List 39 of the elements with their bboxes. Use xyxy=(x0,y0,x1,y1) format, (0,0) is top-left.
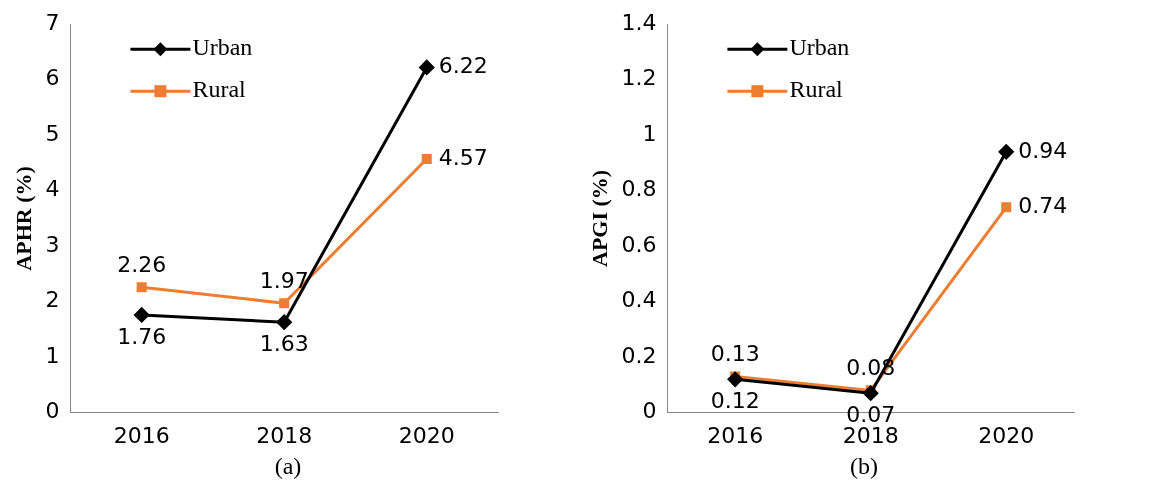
y-tick-label: 0.2 xyxy=(621,342,657,368)
y-tick-label: 5 xyxy=(45,120,60,146)
data-label: 1.97 xyxy=(259,268,309,294)
y-tick-label: 0 xyxy=(642,398,657,424)
x-tick-label: 2016 xyxy=(707,422,764,448)
data-label: 2.26 xyxy=(117,251,167,277)
text: (a) xyxy=(273,453,303,480)
legend-label: Rural xyxy=(789,76,844,103)
y-tick-label: 0 xyxy=(45,398,60,424)
legend-label: Rural xyxy=(192,76,247,103)
y-axis-title: APGI (%) xyxy=(586,169,612,267)
x-tick-label: 2020 xyxy=(978,422,1035,448)
text: (b) xyxy=(849,453,879,480)
y-tick-label: 0.8 xyxy=(621,176,657,202)
y-tick-label: 1 xyxy=(45,342,60,368)
y-axis-title: APHR (%) xyxy=(10,166,36,271)
data-label: 1.76 xyxy=(117,323,167,349)
data-label: 0.94 xyxy=(1018,137,1068,163)
data-label: 0.13 xyxy=(710,341,760,367)
data-label: 0.12 xyxy=(710,388,760,414)
legend-label: Urban xyxy=(192,34,253,61)
x-tick-label: 2020 xyxy=(398,422,455,448)
data-label: 6.22 xyxy=(438,53,488,79)
y-tick-label: 1.2 xyxy=(621,65,657,91)
data-label: 4.57 xyxy=(438,144,488,170)
legend-label: Urban xyxy=(789,34,850,61)
y-tick-label: 4 xyxy=(45,176,60,202)
y-tick-label: 3 xyxy=(45,231,60,257)
y-tick-label: 6 xyxy=(45,65,60,91)
y-tick-label: 1 xyxy=(642,120,657,146)
y-tick-label: 0.4 xyxy=(621,287,657,313)
x-tick-label: 2018 xyxy=(256,422,313,448)
y-tick-label: 2 xyxy=(45,287,60,313)
data-label: 0.74 xyxy=(1018,193,1068,219)
y-tick-label: 7 xyxy=(45,9,60,35)
y-tick-label: 1.4 xyxy=(621,9,657,35)
x-tick-label: 2016 xyxy=(113,422,170,448)
data-label: 1.63 xyxy=(259,330,309,356)
y-tick-label: 0.6 xyxy=(621,231,657,257)
